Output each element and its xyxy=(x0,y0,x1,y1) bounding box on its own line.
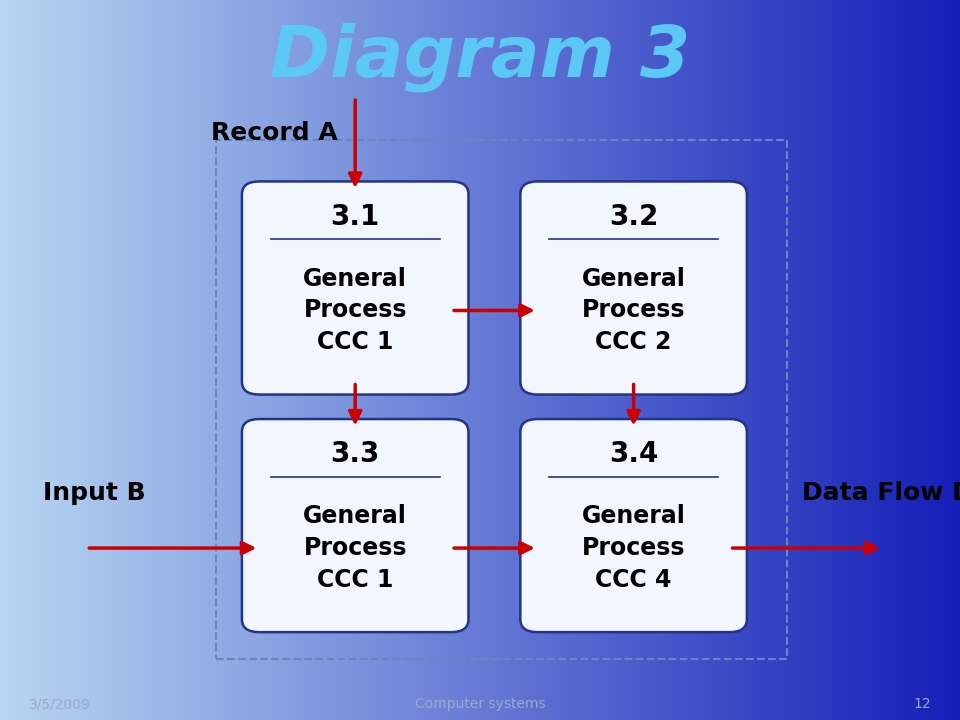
Text: 3.2: 3.2 xyxy=(609,203,659,231)
Text: 3.1: 3.1 xyxy=(330,203,380,231)
Text: Diagram 3: Diagram 3 xyxy=(270,23,690,92)
FancyBboxPatch shape xyxy=(520,181,747,395)
Text: Computer systems: Computer systems xyxy=(415,697,545,711)
Text: 3.3: 3.3 xyxy=(330,441,380,469)
Text: 12: 12 xyxy=(914,697,931,711)
Text: 3/5/2009: 3/5/2009 xyxy=(29,697,90,711)
FancyBboxPatch shape xyxy=(242,181,468,395)
Text: General
Process
CCC 1: General Process CCC 1 xyxy=(303,505,407,592)
Text: General
Process
CCC 1: General Process CCC 1 xyxy=(303,267,407,354)
FancyBboxPatch shape xyxy=(242,419,468,632)
Text: Input B: Input B xyxy=(43,481,146,505)
Text: General
Process
CCC 4: General Process CCC 4 xyxy=(582,505,685,592)
Text: Record A: Record A xyxy=(211,121,338,145)
Text: General
Process
CCC 2: General Process CCC 2 xyxy=(582,267,685,354)
Text: 3.4: 3.4 xyxy=(609,441,659,469)
FancyBboxPatch shape xyxy=(520,419,747,632)
Text: Data Flow D: Data Flow D xyxy=(802,481,960,505)
